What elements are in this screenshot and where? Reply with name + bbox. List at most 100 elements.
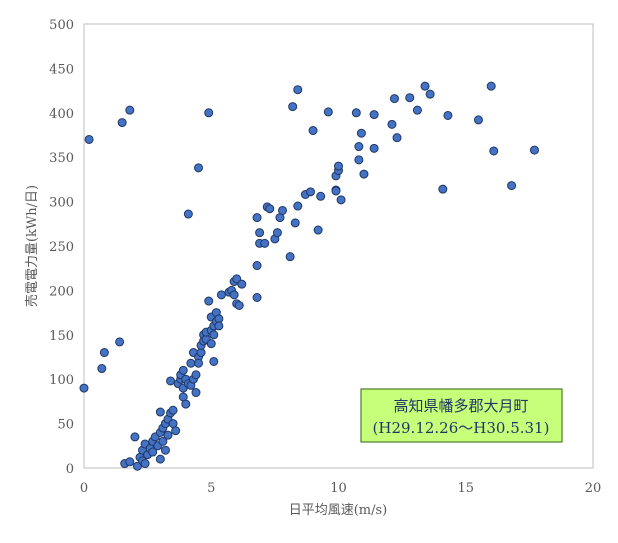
- data-point: [158, 436, 168, 446]
- data-point: [285, 252, 295, 262]
- data-point: [115, 337, 125, 347]
- data-point: [209, 356, 219, 366]
- data-point: [204, 296, 214, 306]
- data-point: [405, 93, 415, 103]
- x-axis-title: 日平均風速(m/s): [289, 503, 388, 518]
- x-tick-label: 5: [207, 481, 215, 496]
- data-point: [420, 81, 430, 91]
- y-tick-label: 250: [49, 240, 74, 255]
- data-point: [160, 445, 170, 455]
- y-tick-label: 150: [49, 329, 74, 344]
- data-point: [293, 85, 303, 95]
- data-point: [313, 225, 323, 235]
- data-point: [359, 169, 369, 179]
- data-point: [132, 461, 142, 471]
- data-point: [194, 358, 204, 368]
- data-points: [79, 81, 539, 471]
- data-point: [194, 163, 204, 173]
- data-point: [232, 274, 242, 284]
- data-point: [252, 293, 262, 303]
- data-point: [489, 146, 499, 156]
- data-point: [392, 133, 402, 143]
- y-tick-label: 0: [66, 462, 74, 477]
- data-point: [155, 454, 165, 464]
- data-point: [308, 126, 318, 136]
- data-point: [260, 238, 270, 248]
- data-point: [234, 300, 244, 310]
- data-point: [216, 290, 226, 300]
- annotation-line-2: (H29.12.26～H30.5.31): [373, 419, 550, 437]
- data-point: [369, 143, 379, 153]
- data-point: [168, 405, 178, 415]
- data-point: [473, 115, 483, 125]
- data-point: [84, 134, 94, 144]
- annotation-line-1: 高知県幡多郡大月町: [393, 397, 528, 415]
- data-point: [97, 364, 107, 374]
- data-point: [183, 209, 193, 219]
- y-axis-title: 売電電力量(kWh/日): [24, 185, 40, 307]
- data-point: [252, 213, 262, 223]
- data-point: [288, 102, 298, 112]
- data-point: [255, 228, 265, 238]
- y-tick-label: 450: [49, 62, 74, 77]
- data-point: [316, 191, 326, 201]
- y-tick-label: 100: [49, 373, 74, 388]
- x-tick-label: 10: [330, 481, 347, 496]
- data-point: [181, 399, 191, 409]
- y-tick-label: 350: [49, 151, 74, 166]
- data-point: [265, 204, 275, 214]
- data-point: [155, 407, 165, 417]
- data-point: [166, 376, 176, 386]
- data-point: [125, 105, 135, 115]
- data-point: [529, 145, 539, 155]
- data-point: [140, 459, 150, 469]
- data-point: [214, 321, 224, 331]
- data-point: [486, 81, 496, 91]
- data-point: [351, 108, 361, 118]
- data-point: [278, 205, 288, 215]
- data-point: [237, 279, 247, 289]
- data-point: [331, 186, 341, 196]
- data-point: [79, 383, 89, 393]
- data-point: [148, 447, 158, 457]
- data-point: [272, 228, 282, 238]
- annotation-box: 高知県幡多郡大月町 (H29.12.26～H30.5.31): [360, 388, 563, 443]
- data-point: [204, 108, 214, 118]
- y-tick-label: 300: [49, 196, 74, 211]
- y-axis-ticks: 0 50 100 150 200 250 300 350 400 450 500: [49, 18, 74, 477]
- data-point: [334, 161, 343, 171]
- data-point: [443, 110, 453, 120]
- data-point: [354, 142, 364, 152]
- data-point: [130, 432, 140, 442]
- x-tick-label: 0: [80, 481, 88, 496]
- data-point: [323, 107, 333, 117]
- x-tick-label: 20: [585, 481, 602, 496]
- data-point: [186, 358, 196, 368]
- y-tick-label: 50: [57, 418, 74, 433]
- data-point: [125, 457, 135, 467]
- data-point: [191, 388, 201, 398]
- y-tick-label: 500: [49, 18, 74, 33]
- data-point: [117, 118, 127, 128]
- data-point: [507, 181, 517, 191]
- data-point: [206, 339, 216, 349]
- data-point: [293, 201, 303, 211]
- data-point: [209, 330, 219, 340]
- data-point: [178, 365, 188, 375]
- data-point: [389, 94, 399, 104]
- data-point: [387, 119, 397, 129]
- data-point: [163, 430, 173, 440]
- data-point: [412, 105, 422, 115]
- data-point: [336, 195, 346, 205]
- data-point: [369, 110, 379, 120]
- data-point: [290, 218, 300, 228]
- data-point: [99, 348, 109, 358]
- data-point: [354, 155, 364, 165]
- annotation-background: [360, 388, 563, 443]
- y-tick-label: 400: [49, 107, 74, 122]
- x-tick-label: 15: [457, 481, 474, 496]
- x-axis-ticks: 0 5 10 15 20: [80, 481, 601, 496]
- data-point: [438, 184, 448, 194]
